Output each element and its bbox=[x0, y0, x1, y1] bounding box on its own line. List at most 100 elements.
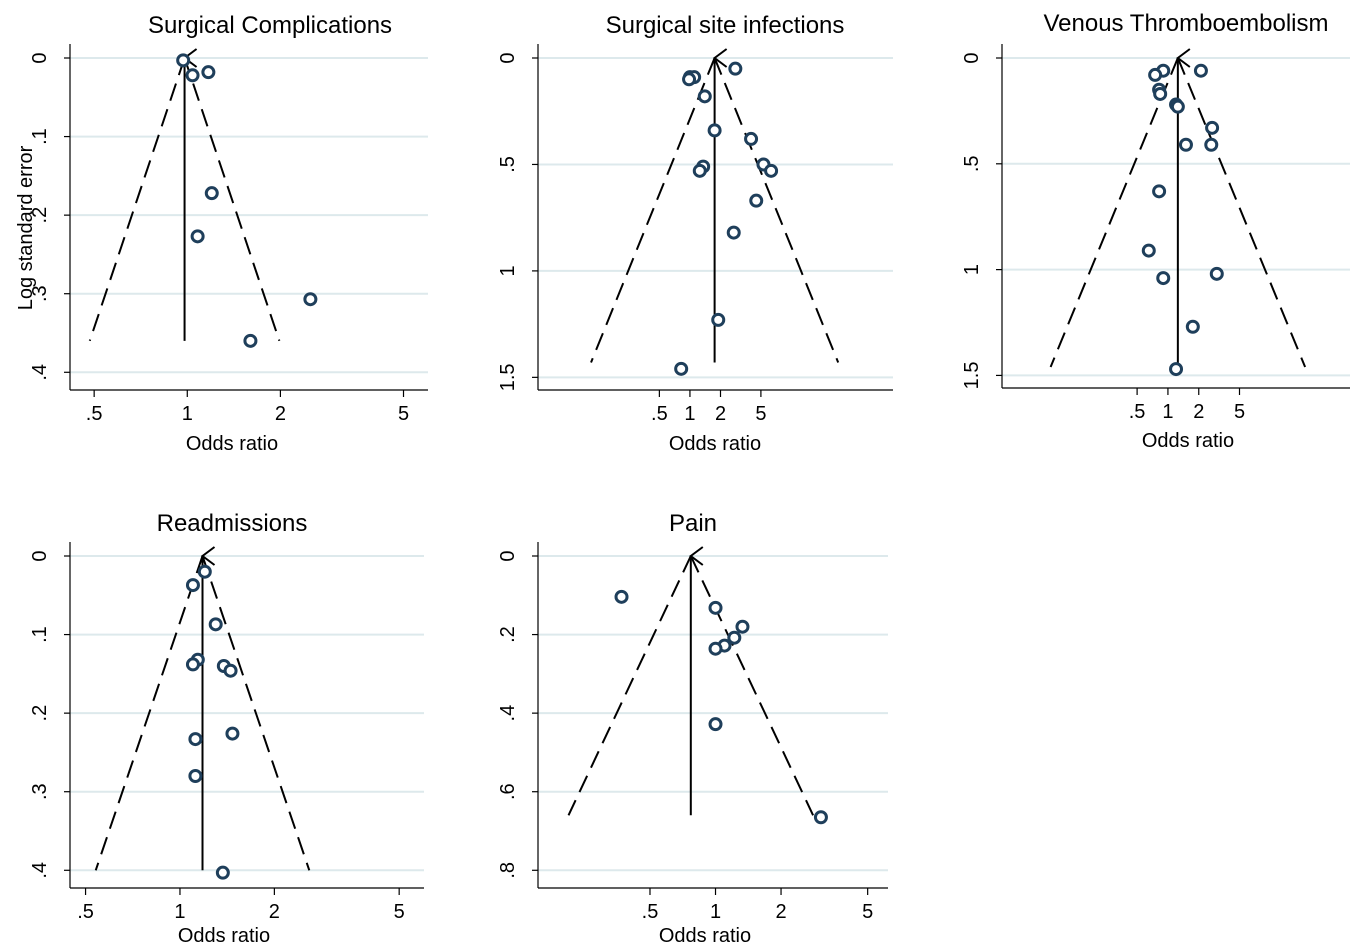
y-tick-label: .1 bbox=[29, 626, 51, 643]
study-point bbox=[204, 186, 219, 201]
y-axis-label: Log standard error bbox=[15, 145, 37, 310]
x-tick-label: 1 bbox=[684, 403, 695, 425]
x-tick-label: 1 bbox=[710, 901, 721, 923]
study-point bbox=[1178, 137, 1193, 152]
x-tick-label: 1 bbox=[174, 901, 185, 923]
study-point bbox=[1193, 63, 1208, 78]
y-tick-label: 0 bbox=[497, 52, 519, 63]
study-point bbox=[1141, 243, 1156, 258]
funnel-right-dashed-line bbox=[689, 555, 815, 816]
y-tick-label: .1 bbox=[29, 128, 51, 145]
x-axis-label: Odds ratio bbox=[659, 925, 751, 947]
study-point bbox=[735, 619, 750, 634]
study-point bbox=[1185, 319, 1200, 334]
funnel-left-dashed-line bbox=[567, 555, 692, 816]
y-tick-label: 1.5 bbox=[961, 362, 983, 390]
y-tick-label: .8 bbox=[497, 862, 519, 879]
x-tick-label: .5 bbox=[642, 901, 659, 923]
plot-area: 0.511.5.5 1 2 5 bbox=[497, 44, 893, 425]
panel-title: Venous Thromboembolism bbox=[1043, 10, 1328, 37]
study-point bbox=[1148, 67, 1163, 82]
study-point bbox=[1153, 86, 1168, 101]
plot-area: 0.511.5.5 1 2 5 bbox=[961, 44, 1350, 423]
study-point bbox=[185, 68, 200, 83]
x-axis-label: Odds ratio bbox=[1142, 430, 1234, 452]
funnel-left-dashed-line bbox=[590, 57, 716, 363]
panel-surgical-complications: Surgical Complications Log standard erro… bbox=[15, 12, 428, 455]
x-tick-label: 5 bbox=[394, 901, 405, 923]
y-tick-label: .4 bbox=[29, 364, 51, 381]
study-point bbox=[674, 361, 689, 376]
study-point bbox=[711, 312, 726, 327]
x-tick-label: 5 bbox=[755, 403, 766, 425]
study-point bbox=[188, 769, 203, 783]
panel-title: Pain bbox=[669, 510, 717, 537]
study-point bbox=[1209, 266, 1224, 281]
x-tick-label: 1 bbox=[1162, 401, 1173, 423]
panel-pain: Pain Odds ratio 0 .2 .4 .6 .8 .5 1 2 5 bbox=[497, 510, 888, 947]
study-point bbox=[201, 65, 216, 80]
study-point bbox=[185, 657, 200, 672]
study-point bbox=[682, 72, 697, 87]
study-point bbox=[744, 131, 759, 146]
y-tick-label: .4 bbox=[29, 862, 51, 879]
x-tick-label: 2 bbox=[775, 901, 786, 923]
study-point bbox=[215, 865, 230, 880]
funnel-right-dashed-line bbox=[1176, 57, 1307, 368]
study-point bbox=[208, 617, 223, 632]
plot-area: 0 .1 .2 .3 .4 .5 1 2 5 bbox=[29, 44, 428, 425]
study-point bbox=[708, 641, 723, 656]
study-point bbox=[749, 193, 764, 208]
y-tick-label: 0 bbox=[961, 52, 983, 63]
y-tick-label: 0 bbox=[29, 52, 51, 63]
study-point bbox=[1170, 99, 1185, 114]
funnel-left-dashed-line bbox=[1049, 57, 1179, 368]
study-point bbox=[707, 123, 722, 138]
study-point bbox=[1152, 184, 1167, 199]
panel-readmissions: Readmissions Odds ratio 0 .1 .2 .3 .4 .5 1 2 5 bbox=[29, 510, 424, 947]
study-point bbox=[708, 600, 723, 615]
x-tick-label: 5 bbox=[1234, 401, 1245, 423]
funnel-left-dashed-line bbox=[88, 57, 186, 342]
study-point bbox=[225, 726, 240, 741]
funnel-left-dashed-line bbox=[94, 555, 204, 871]
y-tick-label: 0 bbox=[497, 550, 519, 561]
y-tick-label: 1 bbox=[497, 265, 519, 276]
x-axis-label: Odds ratio bbox=[186, 433, 278, 455]
y-tick-label: .2 bbox=[29, 207, 51, 224]
x-tick-label: .5 bbox=[77, 901, 94, 923]
funnel-right-dashed-line bbox=[201, 555, 311, 871]
x-tick-label: .5 bbox=[86, 403, 103, 425]
plot-area: 0 .1 .2 .3 .4 .5 1 2 5 bbox=[29, 542, 424, 923]
x-tick-label: 2 bbox=[715, 403, 726, 425]
study-point bbox=[708, 717, 723, 732]
plot-area: 0 .2 .4 .6 .8 .5 1 2 5 bbox=[497, 542, 888, 923]
study-point bbox=[726, 225, 741, 240]
funnel-right-dashed-line bbox=[183, 57, 281, 342]
study-point bbox=[223, 663, 238, 678]
study-point bbox=[190, 229, 205, 244]
x-axis-label: Odds ratio bbox=[178, 925, 270, 947]
study-point bbox=[1204, 137, 1219, 152]
study-point bbox=[1205, 120, 1220, 135]
y-tick-label: .2 bbox=[29, 705, 51, 722]
panel-surgical-site-infections: Surgical site infections Odds ratio 0 .5 1… bbox=[497, 12, 893, 455]
x-tick-label: .5 bbox=[651, 403, 668, 425]
y-tick-label: 1 bbox=[961, 264, 983, 275]
study-point bbox=[1156, 271, 1171, 286]
study-point bbox=[692, 163, 707, 178]
y-tick-label: .4 bbox=[497, 705, 519, 722]
study-point bbox=[1169, 362, 1184, 377]
x-tick-label: 1 bbox=[182, 403, 193, 425]
study-point bbox=[197, 564, 212, 579]
study-point bbox=[728, 61, 743, 76]
panel-title: Surgical Complications bbox=[148, 12, 392, 39]
study-point bbox=[303, 292, 318, 307]
x-tick-label: 5 bbox=[398, 403, 409, 425]
x-tick-label: 2 bbox=[275, 403, 286, 425]
study-point bbox=[614, 589, 629, 604]
y-tick-label: 1.5 bbox=[497, 363, 519, 391]
study-point bbox=[188, 732, 203, 747]
y-tick-label: .3 bbox=[29, 783, 51, 800]
